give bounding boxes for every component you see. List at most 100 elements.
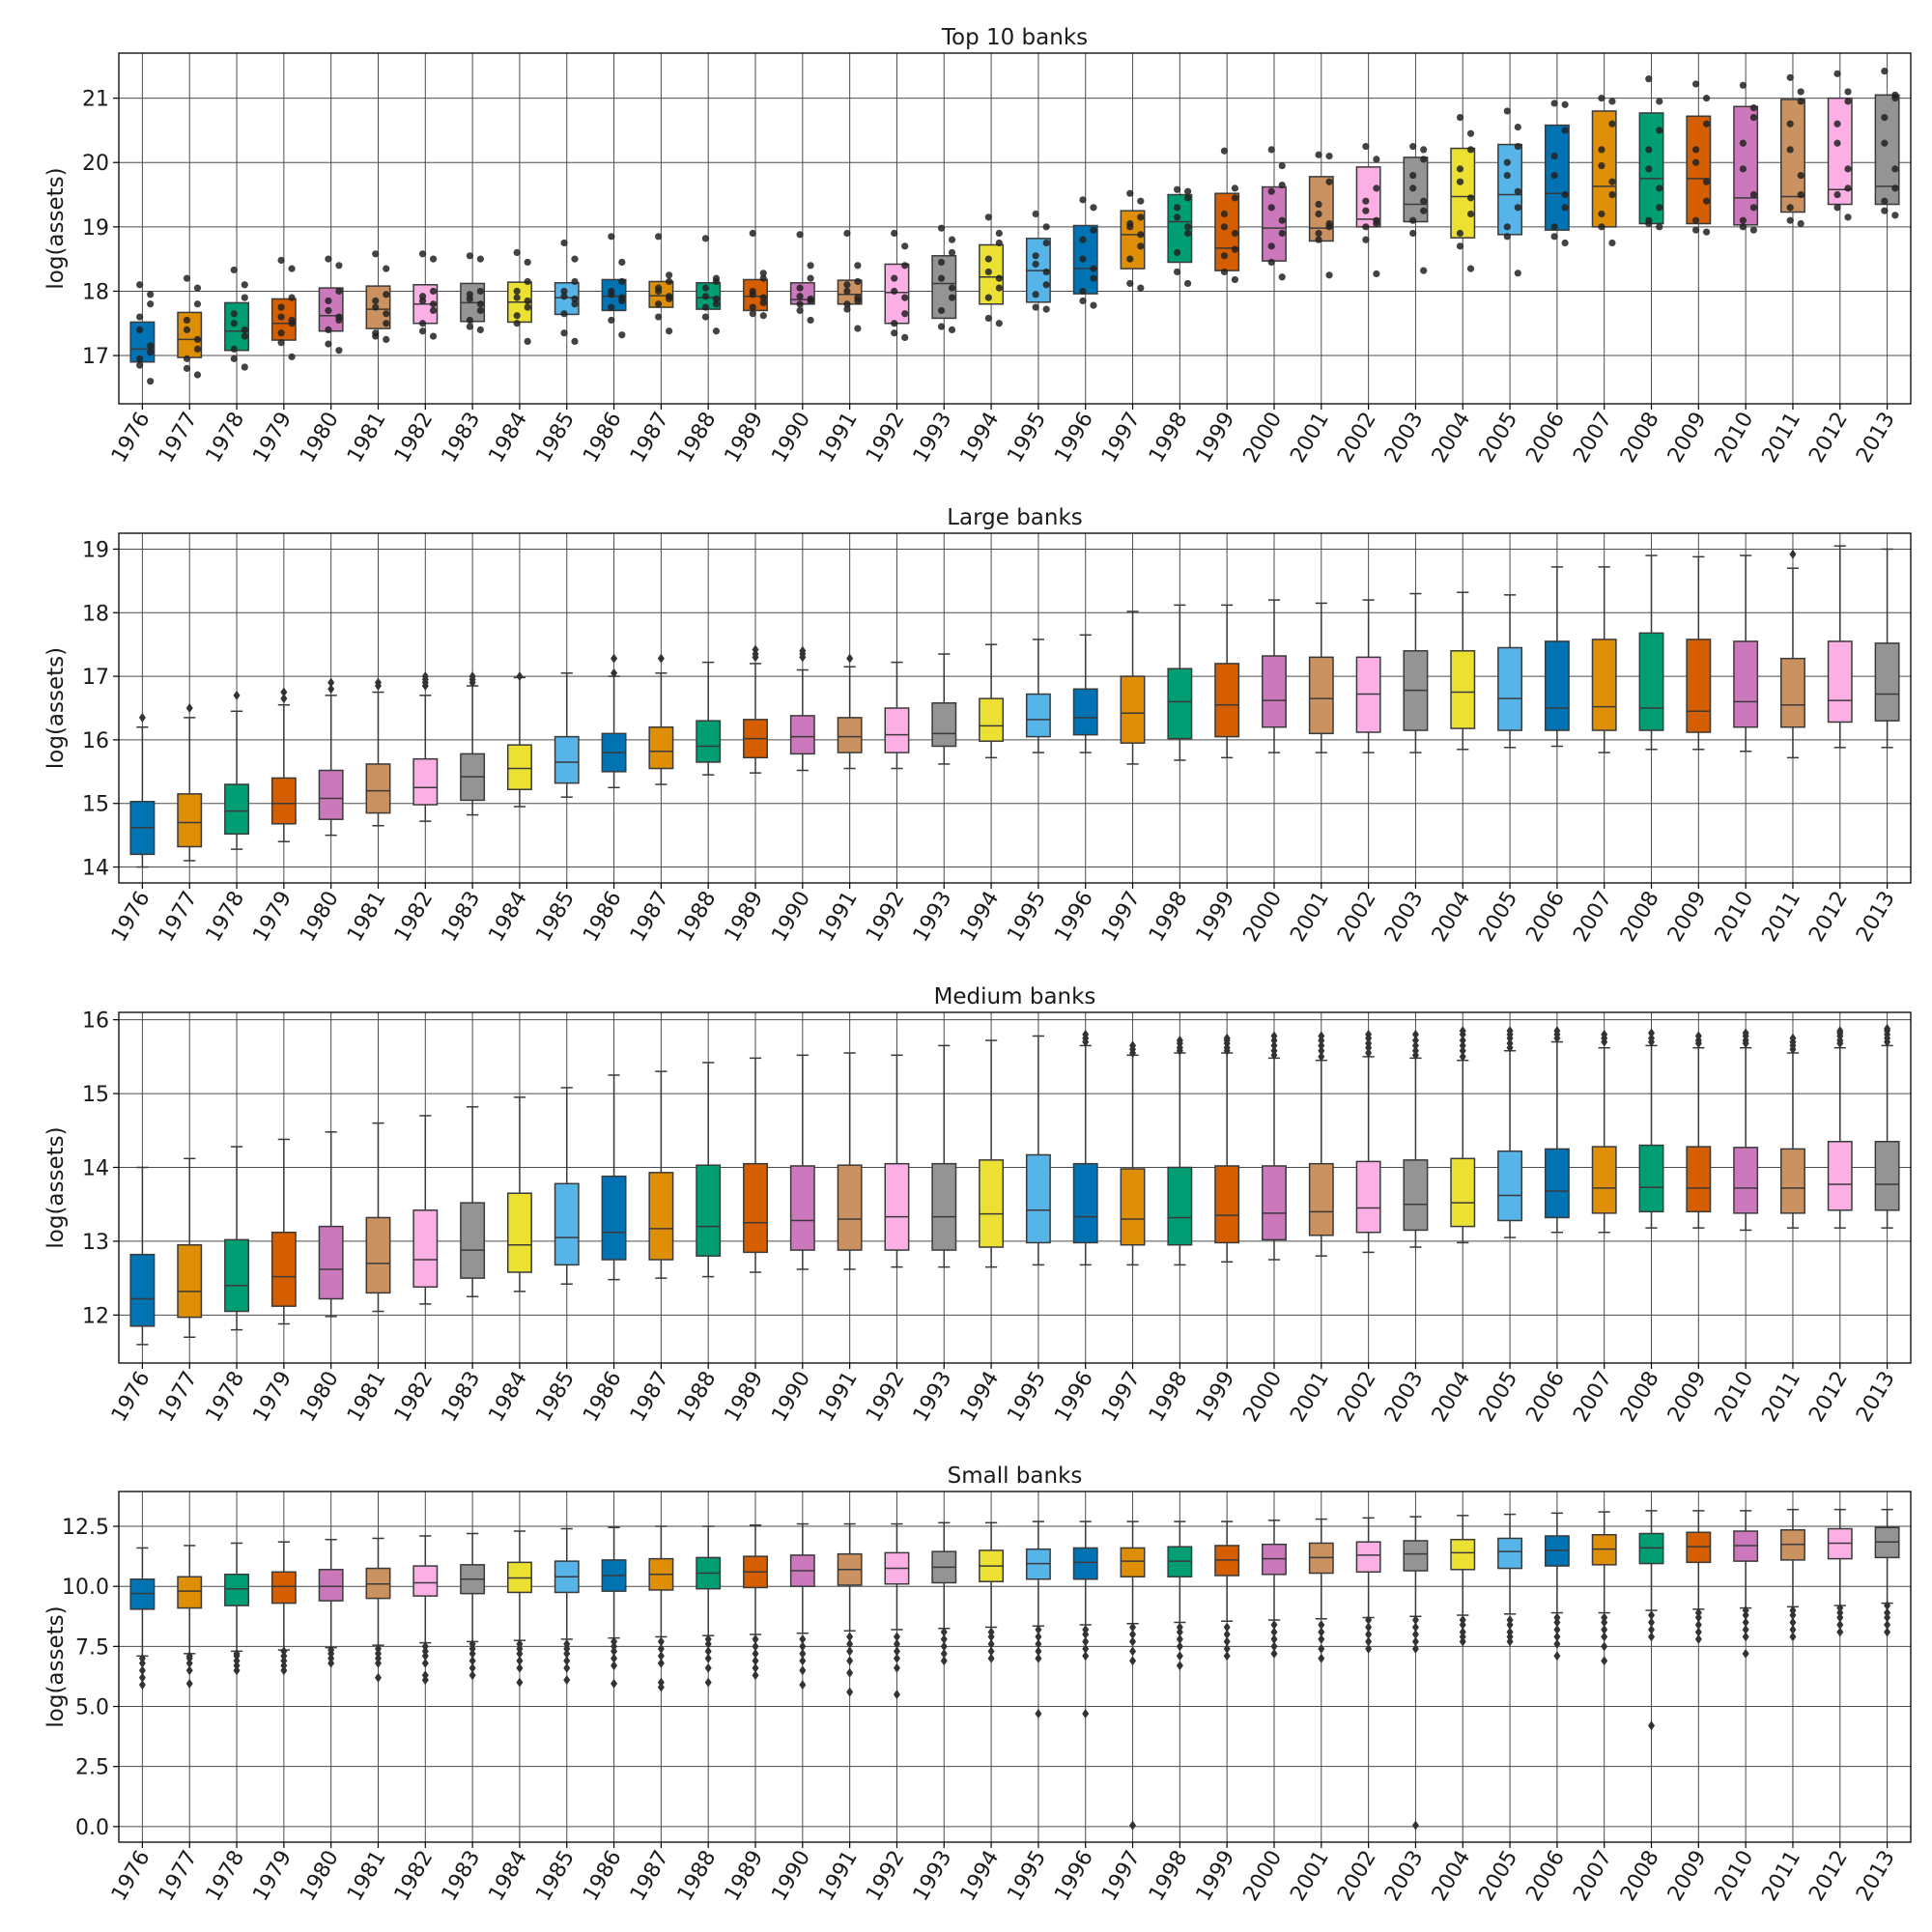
x-tick-label: 1979 <box>248 409 297 468</box>
outlier-marker <box>846 1667 854 1678</box>
x-tick-label: 2007 <box>1569 1368 1617 1427</box>
data-point <box>383 320 390 327</box>
data-point <box>183 316 191 325</box>
y-axis-label: log(assets) <box>43 647 69 769</box>
data-point <box>1079 255 1087 263</box>
box-1993 <box>931 701 957 748</box>
plot-frame <box>118 532 1912 884</box>
outlier-marker <box>940 1634 948 1644</box>
outlier-marker <box>1318 1653 1325 1663</box>
data-point <box>1079 297 1087 305</box>
x-tick-label: 2005 <box>1475 1847 1523 1906</box>
data-point <box>1466 265 1475 272</box>
data-point <box>277 329 285 337</box>
outlier-marker <box>1601 1612 1608 1623</box>
outlier-marker <box>469 1638 476 1649</box>
x-tick-label: 2000 <box>1239 409 1288 468</box>
data-point <box>1881 139 1889 147</box>
outlier-marker <box>1223 1636 1231 1647</box>
x-tick-label: 1976 <box>107 409 156 468</box>
data-point <box>1702 178 1711 185</box>
outlier-marker <box>987 1627 995 1637</box>
data-point <box>655 313 663 321</box>
outlier-marker <box>1459 1051 1466 1062</box>
x-tick-label: 1985 <box>531 1847 580 1906</box>
outlier-marker <box>1742 1648 1749 1659</box>
outlier-marker <box>1884 1607 1891 1618</box>
x-tick-label: 2009 <box>1663 888 1712 947</box>
x-tick-label: 2008 <box>1616 888 1664 947</box>
box-2002 <box>1355 1541 1381 1574</box>
x-tick-label: 2002 <box>1333 888 1381 947</box>
box-1985 <box>554 1182 580 1266</box>
outlier-marker <box>1648 1617 1656 1628</box>
data-point <box>901 294 909 301</box>
outlier-marker <box>421 1658 429 1668</box>
data-point <box>1514 270 1521 277</box>
box-2003 <box>1403 1159 1429 1232</box>
x-tick-label: 2000 <box>1239 1368 1288 1427</box>
outlier-marker <box>280 694 288 704</box>
box-1997 <box>1120 1168 1146 1246</box>
x-tick-label: 1995 <box>1003 1368 1051 1427</box>
data-point <box>1797 88 1804 96</box>
box-2004 <box>1450 650 1476 729</box>
data-point <box>1881 197 1889 205</box>
outlier-marker <box>893 1632 900 1642</box>
data-point <box>147 300 155 308</box>
data-point <box>429 287 438 296</box>
data-point <box>1503 223 1511 231</box>
outlier-marker <box>611 1678 618 1689</box>
data-point <box>372 303 380 311</box>
outlier-marker <box>1506 1038 1514 1049</box>
x-tick-label: 2009 <box>1663 409 1712 468</box>
x-tick-label: 1999 <box>1192 409 1240 468</box>
outlier-marker <box>563 1656 571 1666</box>
outlier-marker <box>1884 1601 1891 1611</box>
data-point <box>937 306 946 315</box>
data-point <box>901 242 909 250</box>
box-2006 <box>1544 124 1570 231</box>
box-1998 <box>1167 1166 1193 1246</box>
outlier-marker <box>1789 549 1797 559</box>
x-tick-label: 1992 <box>862 1847 910 1906</box>
data-point <box>891 274 898 282</box>
outlier-marker <box>752 1656 759 1666</box>
box-1981 <box>365 1216 391 1294</box>
y-axis-label: log(assets) <box>43 1605 69 1727</box>
x-tick-label: 1980 <box>296 888 344 947</box>
outlier-marker <box>185 1678 193 1689</box>
outlier-marker <box>421 1670 429 1681</box>
box-1991 <box>837 1164 863 1251</box>
y-tick-label: 17 <box>82 666 109 690</box>
panel-title: Medium banks <box>934 984 1096 1009</box>
box-1993 <box>931 1162 957 1251</box>
data-point <box>1325 271 1333 279</box>
data-point <box>1844 98 1852 105</box>
data-point <box>1844 165 1852 173</box>
outlier-marker <box>1411 1029 1419 1039</box>
data-point <box>183 274 191 282</box>
data-point <box>1267 204 1275 212</box>
data-point <box>277 256 285 265</box>
data-point <box>1184 187 1192 195</box>
data-point <box>655 233 663 241</box>
outlier-marker <box>1411 1615 1419 1626</box>
data-point <box>1420 156 1428 163</box>
outlier-marker <box>940 1641 948 1652</box>
x-tick-label: 2012 <box>1804 888 1853 947</box>
y-tick-label: 7.5 <box>75 1635 109 1660</box>
x-tick-label: 1988 <box>673 1847 722 1906</box>
x-tick-label: 2007 <box>1569 1847 1617 1906</box>
x-tick-label: 1991 <box>814 409 863 468</box>
outlier-marker <box>1506 1026 1514 1037</box>
outlier-marker <box>752 1641 759 1652</box>
data-point <box>995 274 1003 282</box>
outlier-marker <box>987 1646 995 1657</box>
box-2009 <box>1686 639 1712 733</box>
data-point <box>1786 146 1794 154</box>
outlier-marker <box>1648 1033 1656 1043</box>
data-point <box>1881 114 1889 122</box>
box-1996 <box>1072 1547 1098 1580</box>
